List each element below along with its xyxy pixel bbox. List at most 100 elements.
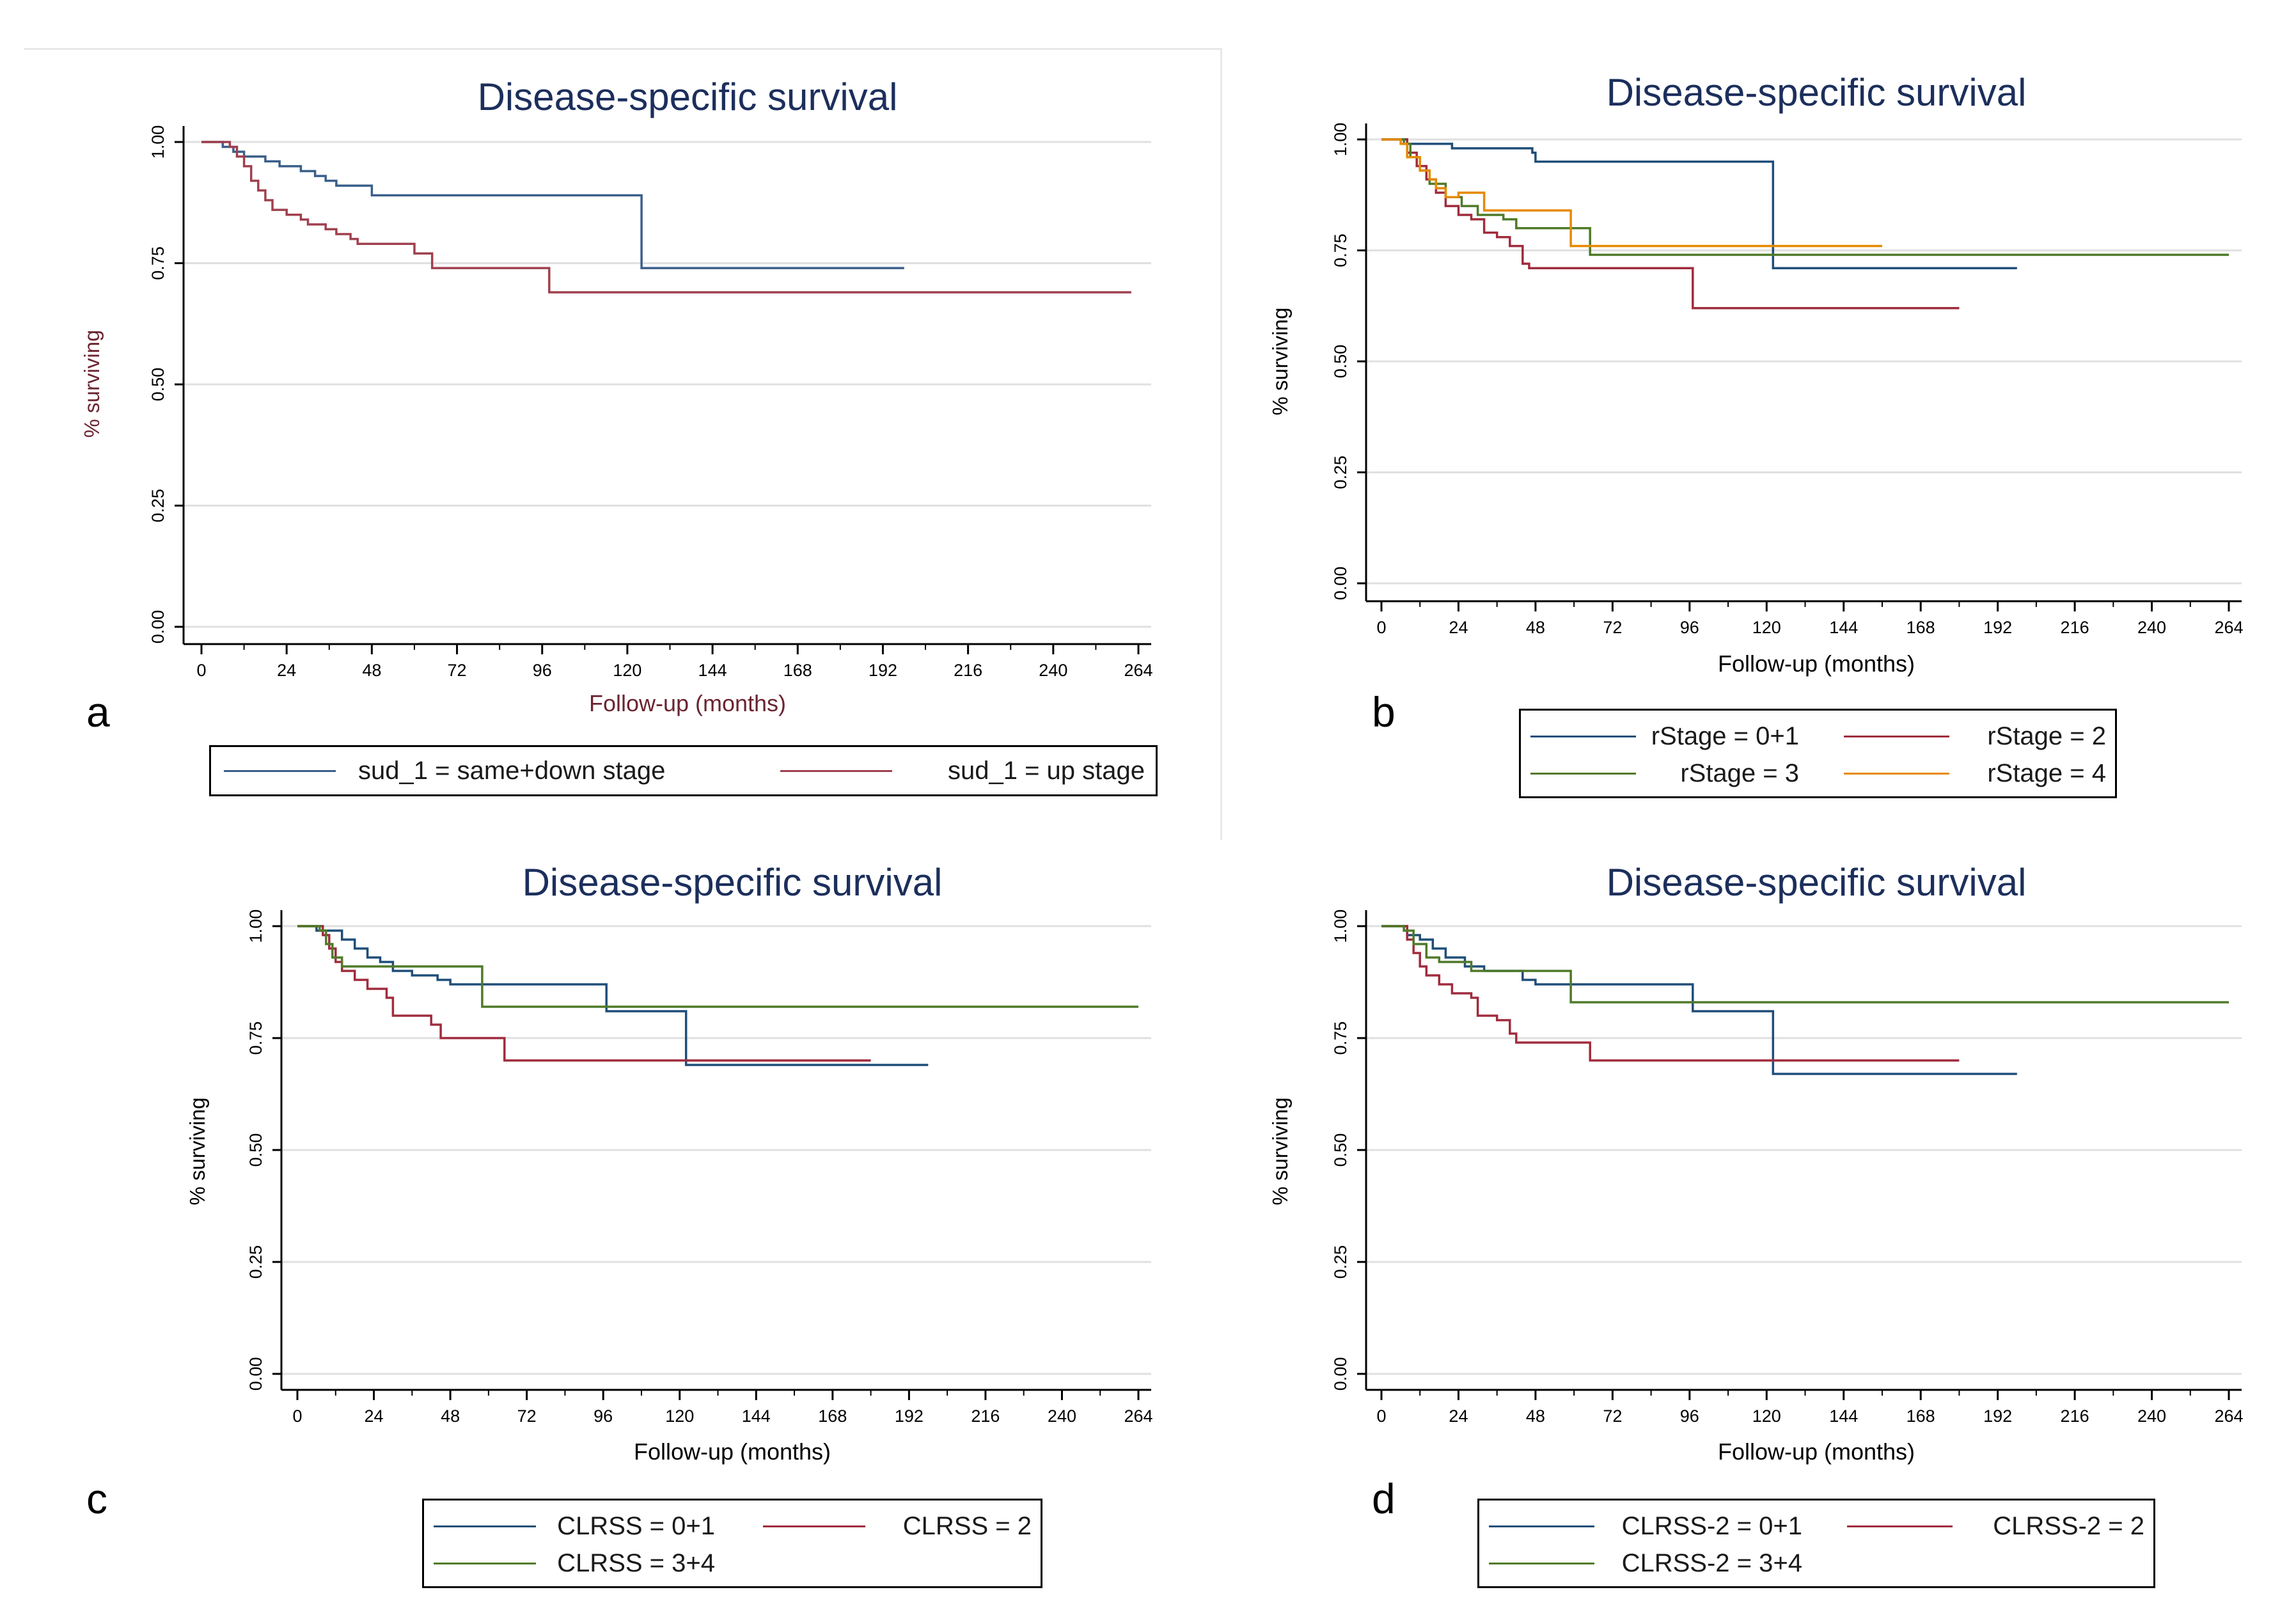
panel-a-frame	[24, 48, 1222, 840]
chart-title-c: Disease-specific survival	[523, 861, 943, 904]
panel-letter-b: b	[1372, 688, 1396, 736]
x-axis-label-a: Follow-up (months)	[589, 690, 786, 716]
legend-item-b-2: rStage = 3	[1530, 757, 1799, 789]
x-tick-label-b-7: 168	[1907, 618, 1935, 637]
chart-title-b: Disease-specific survival	[1607, 71, 2027, 114]
y-axis-label-b: % surviving	[1268, 308, 1292, 416]
legend-label-a-0: sud_1 = same+down stage	[358, 757, 666, 785]
y-tick-label-a-2: 0.50	[148, 368, 168, 402]
legend-swatch-a-0	[224, 770, 336, 772]
x-tick-label-c-10: 240	[1048, 1406, 1076, 1426]
y-tick-label-b-2: 0.50	[1331, 345, 1350, 379]
legend-label-d-1: CLRSS-2 = 2	[1993, 1512, 2144, 1540]
legend-item-b-1: rStage = 2	[1844, 720, 2106, 752]
x-tick-label-b-4: 96	[1680, 618, 1699, 637]
x-tick-label-a-4: 96	[533, 661, 552, 680]
x-tick-label-b-8: 192	[1983, 618, 2012, 637]
x-tick-label-d-9: 216	[2061, 1406, 2089, 1426]
legend-label-c-2: CLRSS = 3+4	[557, 1549, 715, 1577]
y-tick-label-a-0: 0.00	[148, 610, 168, 644]
x-tick-label-d-5: 120	[1752, 1406, 1781, 1426]
x-tick-label-c-3: 72	[517, 1406, 537, 1426]
x-tick-label-a-6: 144	[698, 661, 727, 680]
legend-label-b-3: rStage = 4	[1987, 759, 2106, 787]
x-axis-label-b: Follow-up (months)	[1718, 650, 1915, 677]
legend-swatch-d-0	[1489, 1525, 1594, 1527]
x-axis-label-d: Follow-up (months)	[1718, 1438, 1915, 1465]
legend-label-b-2: rStage = 3	[1680, 759, 1799, 787]
y-axis-label-c: % surviving	[185, 1098, 209, 1206]
series-line-b-0	[1381, 138, 2017, 270]
legend-label-c-1: CLRSS = 2	[902, 1512, 1032, 1540]
y-tick-label-d-2: 0.50	[1331, 1133, 1350, 1167]
panel-letter-d: d	[1372, 1475, 1396, 1522]
y-tick-label-c-2: 0.50	[246, 1133, 265, 1167]
legend-label-d-0: CLRSS-2 = 0+1	[1621, 1512, 1802, 1540]
series-line-b-1	[1381, 138, 1960, 310]
x-tick-label-b-10: 240	[2137, 618, 2166, 637]
legend-label-d-2: CLRSS-2 = 3+4	[1621, 1549, 1802, 1577]
legend-swatch-c-0	[434, 1525, 536, 1527]
x-axis-label-c: Follow-up (months)	[634, 1438, 831, 1465]
y-tick-label-c-4: 1.00	[246, 910, 265, 943]
legend-item-a-1: sud_1 = up stage	[767, 755, 1145, 787]
x-tick-label-a-8: 192	[869, 661, 897, 680]
x-tick-label-d-3: 72	[1603, 1406, 1622, 1426]
panel-letter-a: a	[86, 688, 110, 736]
y-axis-label-d: % surviving	[1268, 1098, 1292, 1206]
x-tick-label-a-5: 120	[613, 661, 641, 680]
x-tick-label-d-10: 240	[2137, 1406, 2166, 1426]
legend-item-c-0: CLRSS = 0+1	[434, 1510, 715, 1542]
legend-item-d-1: CLRSS-2 = 2	[1847, 1510, 2144, 1542]
legend-panel-d: CLRSS-2 = 0+1 CLRSS-2 = 2 CLRSS-2 = 3+4	[1477, 1499, 2155, 1588]
legend-label-b-1: rStage = 2	[1987, 722, 2106, 750]
x-tick-label-a-11: 264	[1124, 661, 1152, 680]
x-tick-label-c-11: 264	[1124, 1406, 1152, 1426]
y-tick-label-c-3: 0.75	[246, 1021, 265, 1055]
x-tick-label-d-2: 48	[1526, 1406, 1545, 1426]
legend-item-d-0: CLRSS-2 = 0+1	[1489, 1510, 1802, 1542]
x-tick-label-c-2: 48	[441, 1406, 460, 1426]
y-tick-label-b-3: 0.75	[1331, 233, 1350, 267]
y-tick-label-c-1: 0.25	[246, 1245, 265, 1279]
series-line-b-2	[1381, 138, 2229, 256]
x-tick-label-a-10: 240	[1039, 661, 1067, 680]
y-tick-label-a-3: 0.75	[148, 246, 168, 280]
legend-label-b-0: rStage = 0+1	[1651, 722, 1799, 750]
x-tick-label-b-1: 24	[1449, 618, 1468, 637]
series-line-a-1	[201, 141, 1131, 294]
series-line-d-2	[1381, 925, 2229, 1004]
x-tick-label-a-7: 168	[783, 661, 812, 680]
chart-title-d: Disease-specific survival	[1607, 861, 2027, 904]
x-tick-label-c-6: 144	[742, 1406, 771, 1426]
x-tick-label-b-0: 0	[1376, 618, 1386, 637]
chart-panel-a: Disease-specific survival 0.00 0.25 0.50 0.7…	[80, 75, 1153, 716]
legend-swatch-a-1	[780, 770, 892, 772]
chart-panel-d: Disease-specific survival 0.00 0.25 0.50 0.7…	[1268, 861, 2244, 1465]
y-tick-label-d-0: 0.00	[1331, 1357, 1350, 1391]
legend-item-c-1: CLRSS = 2	[763, 1510, 1032, 1542]
x-tick-label-c-5: 120	[665, 1406, 694, 1426]
legend-swatch-b-2	[1530, 773, 1636, 775]
legend-panel-c: CLRSS = 0+1 CLRSS = 2 CLRSS = 3+4	[422, 1499, 1042, 1588]
x-tick-label-d-6: 144	[1829, 1406, 1858, 1426]
y-tick-label-b-1: 0.25	[1331, 455, 1350, 489]
x-tick-label-d-4: 96	[1680, 1406, 1699, 1426]
series-line-b-3	[1381, 138, 1882, 248]
y-tick-label-d-3: 0.75	[1331, 1021, 1350, 1055]
series-line-c-0	[297, 925, 929, 1066]
legend-swatch-d-2	[1489, 1563, 1594, 1564]
legend-swatch-b-1	[1844, 736, 1949, 737]
x-tick-label-b-5: 120	[1752, 618, 1781, 637]
legend-swatch-d-1	[1847, 1525, 1953, 1527]
legend-swatch-c-2	[434, 1563, 536, 1564]
x-tick-label-a-9: 216	[954, 661, 982, 680]
x-tick-label-b-3: 72	[1603, 618, 1622, 637]
legend-item-b-0: rStage = 0+1	[1530, 720, 1799, 752]
x-tick-label-b-11: 264	[2214, 618, 2243, 637]
x-tick-label-a-1: 24	[277, 661, 296, 680]
x-tick-label-c-4: 96	[594, 1406, 613, 1426]
y-tick-label-b-4: 1.00	[1331, 123, 1350, 157]
chart-panel-b: Disease-specific survival 0.00 0.25 0.50 0.7…	[1268, 71, 2244, 677]
x-tick-label-b-6: 144	[1829, 618, 1858, 637]
